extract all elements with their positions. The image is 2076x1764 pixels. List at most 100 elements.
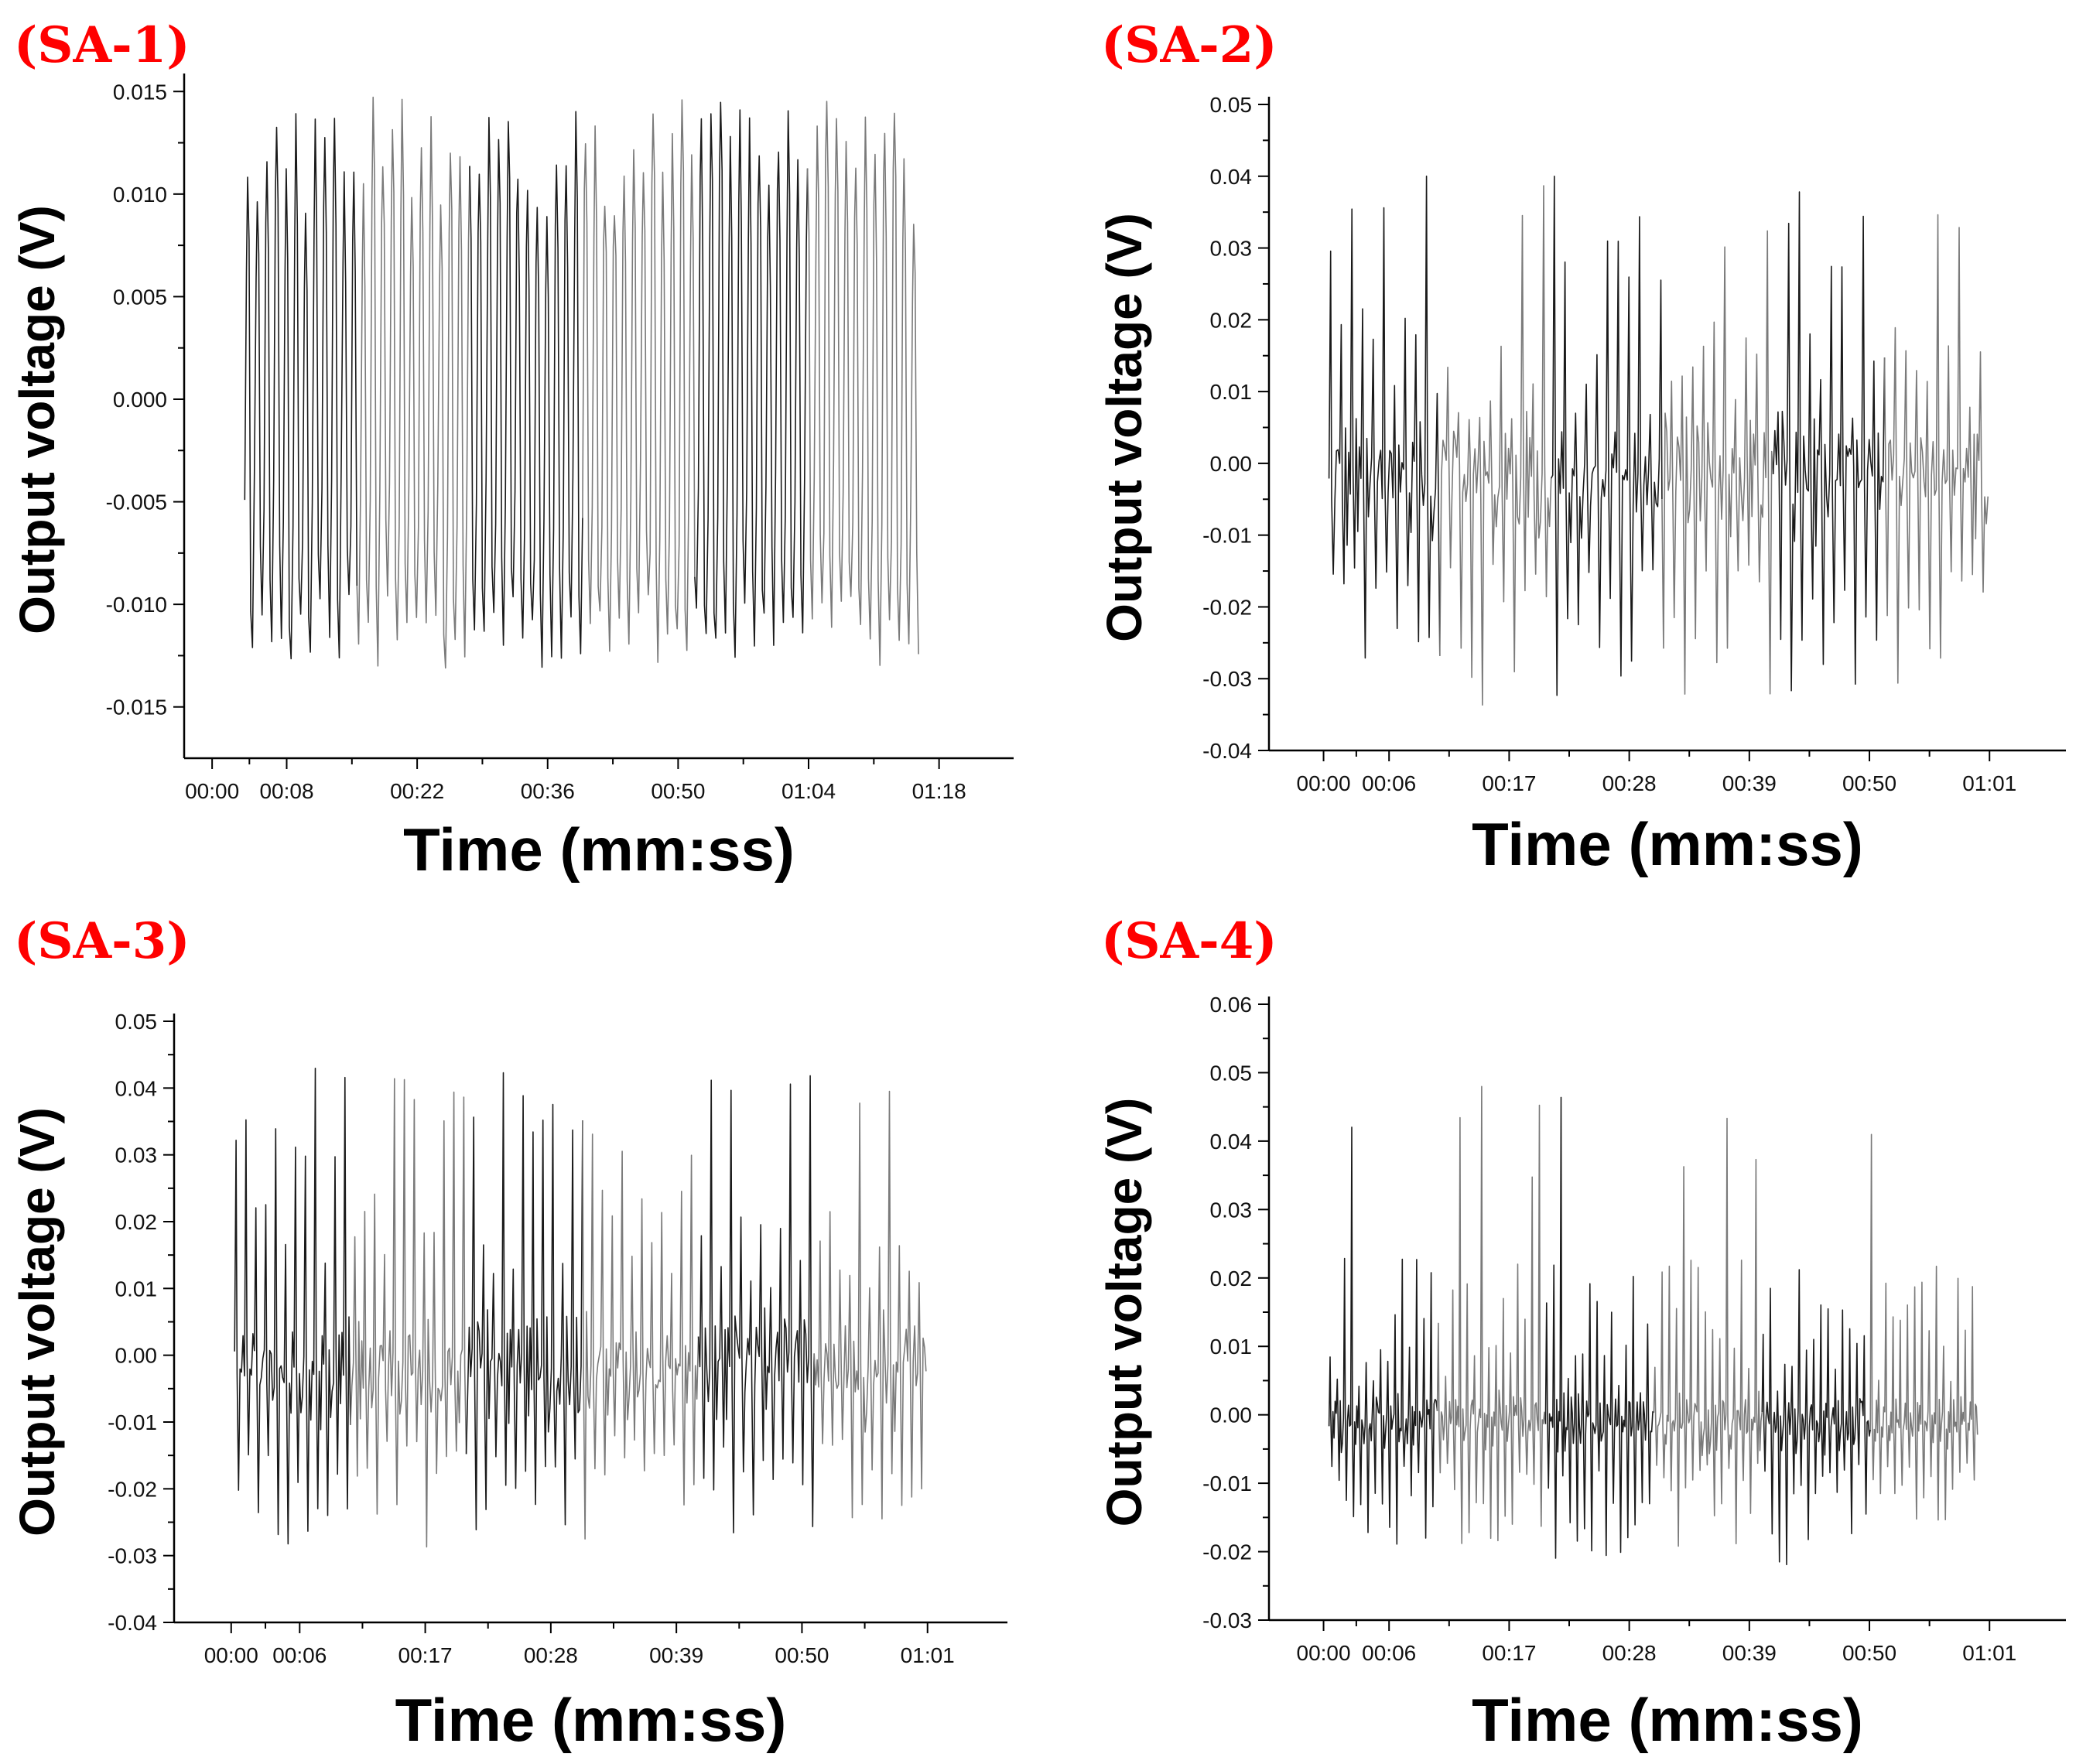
x-tick-label: 01:01: [901, 1643, 955, 1667]
x-tick-label: 00:00: [1297, 1641, 1351, 1665]
y-tick-label: 0.00: [115, 1344, 158, 1368]
x-tick-label: 00:39: [649, 1643, 703, 1667]
y-tick-label: -0.02: [108, 1477, 157, 1501]
y-tick-label: 0.03: [1210, 1198, 1253, 1222]
y-tick-label: 0.04: [115, 1076, 158, 1100]
y-tick-label: 0.010: [113, 183, 167, 207]
x-tick-label: 00:28: [1602, 1641, 1657, 1665]
signal-trace: [1439, 185, 1552, 706]
signal-trace: [582, 99, 696, 663]
x-tick-label: 00:17: [398, 1643, 453, 1667]
signal-trace: [1772, 191, 1886, 692]
panel-sa-4: (SA-4) 0.06 0.05 0.04 0.03 0.02 0.01 0.00 -0.01…: [1096, 912, 2066, 1754]
y-tick-label: 0.000: [113, 388, 167, 412]
signal-trace: [582, 1120, 699, 1540]
panel-label-sa-2: (SA-2): [1101, 16, 1277, 74]
panel-label-sa-3: (SA-3): [14, 912, 190, 970]
x-tick-label: 01:18: [912, 779, 966, 803]
panel-sa-1: (SA-1) 0.015 0.010 0.005 0.000 -0.005 -0.010 -…: [9, 16, 1014, 884]
y-tick-label: 0.015: [113, 80, 167, 104]
x-tick-label: 00:50: [775, 1643, 829, 1667]
signal-trace: [1328, 175, 1441, 659]
y-axis-title: Output voltage (V): [9, 1107, 65, 1537]
y-tick-label: 0.01: [1210, 1335, 1253, 1359]
chart-sa-4: 0.06 0.05 0.04 0.03 0.02 0.01 0.00 -0.01 -0.02 -0…: [1096, 993, 2066, 1754]
y-tick-label: -0.03: [1202, 1608, 1252, 1632]
x-tick-label: 01:04: [781, 779, 836, 803]
y-tick-label: 0.005: [113, 285, 167, 309]
y-tick-label: 0.02: [1210, 1267, 1253, 1291]
signal-trace: [1550, 176, 1663, 696]
x-tick-label: 00:08: [259, 779, 313, 803]
y-tick-label: -0.005: [106, 491, 167, 514]
signal-trace: [356, 96, 470, 669]
x-tick-label: 00:17: [1482, 1641, 1536, 1665]
x-tick-label: 00:17: [1482, 771, 1536, 795]
y-tick-label: -0.02: [1202, 595, 1252, 619]
y-axis-title: Output voltage (V): [1096, 213, 1152, 642]
y-tick-label: -0.03: [1202, 667, 1252, 691]
chart-sa-2: 0.05 0.04 0.03 0.02 0.01 0.00 -0.01 -0.02 -0.03 -…: [1096, 93, 2066, 878]
signal-trace: [1436, 1085, 1547, 1544]
signal-trace: [234, 1068, 351, 1545]
signal-trace: [1661, 230, 1774, 695]
signal-trace: [1883, 214, 1989, 684]
y-tick-label: 0.04: [1210, 1130, 1253, 1154]
x-tick-label: 01:01: [1962, 771, 2016, 795]
x-tick-label: 00:50: [1842, 1641, 1896, 1665]
signal-trace: [697, 1075, 815, 1533]
x-tick-label: 00:06: [1362, 771, 1416, 795]
signal-trace: [813, 1090, 927, 1520]
panel-label-sa-1: (SA-1): [14, 16, 190, 74]
x-axis-title: Time (mm:ss): [1472, 1686, 1863, 1754]
y-tick-label: 0.02: [115, 1210, 158, 1234]
signal-trace: [350, 1078, 467, 1548]
y-tick-label: -0.02: [1202, 1540, 1252, 1564]
x-tick-label: 00:00: [185, 779, 239, 803]
signal-trace: [694, 101, 809, 658]
signal-trace: [469, 111, 583, 668]
y-tick-label: -0.015: [106, 696, 167, 720]
y-tick-label: -0.01: [1202, 1472, 1252, 1496]
signal-trace: [465, 1072, 583, 1530]
signal-trace: [1869, 1133, 1979, 1521]
x-tick-label: 01:01: [1962, 1641, 2016, 1665]
y-axis-title: Output voltage (V): [9, 205, 65, 634]
panel-label-sa-4: (SA-4): [1101, 912, 1277, 970]
y-tick-label: -0.04: [108, 1611, 157, 1635]
y-tick-label: -0.010: [106, 593, 167, 617]
x-tick-label: 00:06: [272, 1643, 327, 1667]
x-tick-label: 00:22: [390, 779, 444, 803]
x-tick-label: 00:36: [521, 779, 575, 803]
y-tick-label: 0.03: [1210, 237, 1253, 261]
chart-sa-3: 0.05 0.04 0.03 0.02 0.01 0.00 -0.01 -0.02 -0.03 -…: [9, 1010, 1007, 1754]
x-axis-title: Time (mm:ss): [395, 1686, 787, 1754]
y-tick-label: 0.02: [1210, 308, 1253, 332]
panel-sa-2: (SA-2) 0.05 0.04 0.03 0.02 0.01 0.00 -0.01 -0.0…: [1096, 16, 2066, 878]
y-tick-label: 0.04: [1210, 165, 1253, 189]
chart-sa-1: 0.015 0.010 0.005 0.000 -0.005 -0.010 -0.015 00…: [9, 74, 1014, 884]
y-tick-label: -0.04: [1202, 739, 1252, 763]
y-tick-label: 0.05: [1210, 93, 1253, 117]
signal-trace: [1544, 1096, 1654, 1559]
x-tick-label: 00:06: [1362, 1641, 1416, 1665]
x-tick-label: 00:39: [1722, 771, 1777, 795]
y-tick-label: -0.03: [108, 1544, 157, 1568]
x-tick-label: 00:28: [1602, 771, 1657, 795]
x-tick-label: 00:50: [651, 779, 705, 803]
y-tick-label: 0.03: [115, 1144, 158, 1167]
y-tick-label: 0.06: [1210, 993, 1253, 1017]
y-tick-label: 0.01: [1210, 380, 1253, 404]
signal-trace: [244, 113, 358, 660]
x-axis-title: Time (mm:ss): [403, 815, 795, 884]
panel-sa-3: (SA-3) 0.05 0.04 0.03 0.02 0.01 0.00 -0.01 -0.0…: [9, 912, 1007, 1754]
x-axis-title: Time (mm:ss): [1472, 810, 1863, 878]
x-tick-label: 00:00: [204, 1643, 258, 1667]
signal-trace: [1653, 1117, 1763, 1547]
y-tick-label: -0.01: [1202, 524, 1252, 548]
signal-trace: [1761, 1269, 1871, 1565]
x-tick-label: 00:00: [1297, 771, 1351, 795]
y-tick-label: 0.00: [1210, 452, 1253, 476]
signal-trace: [806, 101, 919, 666]
